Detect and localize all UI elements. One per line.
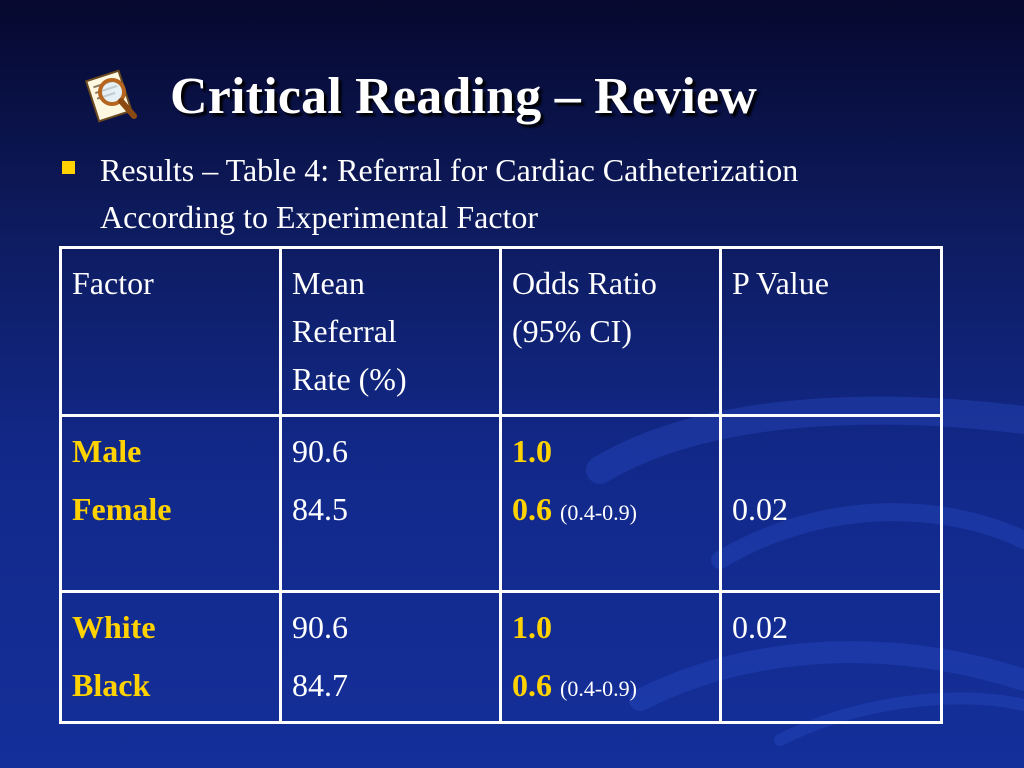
odds-cell: 1.0 0.6 (0.4-0.9) xyxy=(499,414,722,593)
factor-label: Black xyxy=(72,667,151,703)
factor-label: Male xyxy=(72,433,142,469)
header-factor: Factor xyxy=(72,265,154,301)
header-cell-mean: Mean Referral Rate (%) xyxy=(279,246,502,417)
header-mean-line-3: Rate (%) xyxy=(292,361,407,397)
magnifier-document-icon xyxy=(84,69,137,123)
pvalue-cell: 0.02 xyxy=(719,414,943,593)
pvalue: 0.02 xyxy=(732,609,788,645)
slide-header: Critical Reading – Review xyxy=(82,56,757,136)
odds-cell: 1.0 0.6 (0.4-0.9) xyxy=(499,590,722,724)
header-pvalue: P Value xyxy=(732,265,829,301)
table-header-row: Factor Mean Referral Rate (%) Odds Ratio… xyxy=(59,246,943,417)
bullet-line-2: According to Experimental Factor xyxy=(100,199,539,235)
mean-value: 84.5 xyxy=(292,491,348,527)
header-cell-odds: Odds Ratio (95% CI) xyxy=(499,246,722,417)
header-mean-line-2: Referral xyxy=(292,313,397,349)
bullet-item: Results – Table 4: Referral for Cardiac … xyxy=(62,147,962,241)
odds-value: 1.0 xyxy=(512,609,552,645)
pvalue: 0.02 xyxy=(732,491,788,527)
odds-ci: (0.4-0.9) xyxy=(560,500,637,525)
mean-value: 90.6 xyxy=(292,609,348,645)
referral-table: Factor Mean Referral Rate (%) Odds Ratio… xyxy=(59,246,943,724)
mean-value: 90.6 xyxy=(292,433,348,469)
factor-label: White xyxy=(72,609,156,645)
factor-cell: Male Female xyxy=(59,414,282,593)
bullet-text: Results – Table 4: Referral for Cardiac … xyxy=(100,147,798,241)
slide-title: Critical Reading – Review xyxy=(170,67,758,125)
header-odds-line-1: Odds Ratio xyxy=(512,265,657,301)
odds-ci: (0.4-0.9) xyxy=(560,676,637,701)
table-row: Male Female 90.6 84.5 1.0 0.6 (0.4-0.9) … xyxy=(59,414,943,593)
mean-cell: 90.6 84.7 xyxy=(279,590,502,724)
odds-value: 0.6 xyxy=(512,491,552,527)
mean-cell: 90.6 84.5 xyxy=(279,414,502,593)
header-mean-line-1: Mean xyxy=(292,265,365,301)
mean-value: 84.7 xyxy=(292,667,348,703)
odds-value: 0.6 xyxy=(512,667,552,703)
factor-label: Female xyxy=(72,491,172,527)
header-odds-line-2: (95% CI) xyxy=(512,313,632,349)
table-row: White Black 90.6 84.7 1.0 0.6 (0.4-0.9) … xyxy=(59,590,943,724)
odds-value: 1.0 xyxy=(512,433,552,469)
factor-cell: White Black xyxy=(59,590,282,724)
bullet-line-1: Results – Table 4: Referral for Cardiac … xyxy=(100,152,799,188)
header-cell-pvalue: P Value xyxy=(719,246,943,417)
pvalue-cell: 0.02 xyxy=(719,590,943,724)
header-cell-factor: Factor xyxy=(59,246,282,417)
square-bullet-icon xyxy=(62,161,75,174)
